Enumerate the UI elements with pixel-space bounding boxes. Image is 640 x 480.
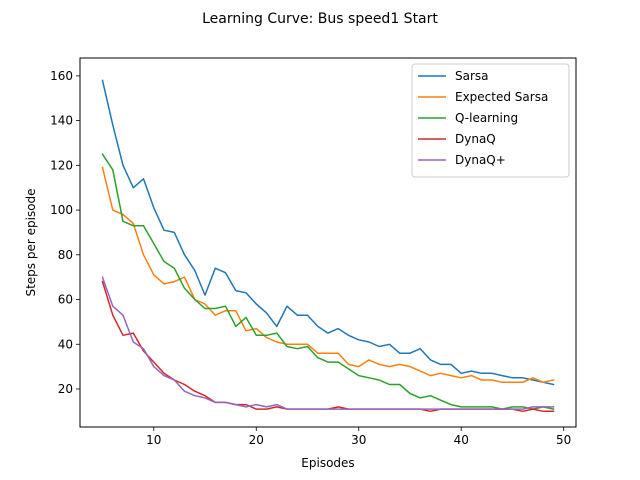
x-tick-label: 10 bbox=[146, 433, 161, 447]
y-tick-label: 80 bbox=[58, 248, 73, 262]
legend-label: DynaQ bbox=[455, 132, 496, 146]
y-tick-label: 160 bbox=[50, 69, 73, 83]
plot-frame bbox=[79, 57, 577, 428]
series-line-3 bbox=[101, 153, 555, 410]
x-tick-label: 40 bbox=[454, 433, 469, 447]
y-tick-label: 140 bbox=[50, 114, 73, 128]
y-tick-label: 60 bbox=[58, 293, 73, 307]
series-line-4 bbox=[101, 280, 555, 413]
x-axis-label: Episodes bbox=[301, 456, 354, 470]
y-tick-label: 20 bbox=[58, 382, 73, 396]
x-axis: 10 20 30 40 50 bbox=[146, 427, 571, 447]
x-tick-label: 30 bbox=[351, 433, 366, 447]
chart-title: Learning Curve: Bus speed1 Start bbox=[202, 11, 438, 27]
series-line-1 bbox=[101, 79, 555, 386]
x-tick-label: 50 bbox=[556, 433, 571, 447]
legend-label: Sarsa bbox=[455, 69, 489, 83]
y-tick-label: 100 bbox=[50, 203, 73, 217]
y-tick-label: 40 bbox=[58, 337, 73, 351]
legend-label: Q-learning bbox=[455, 111, 518, 125]
series-line-5 bbox=[101, 276, 555, 410]
x-tick-label: 20 bbox=[249, 433, 264, 447]
y-axis-label: Steps per episode bbox=[24, 188, 38, 296]
legend-label: Expected Sarsa bbox=[455, 90, 548, 104]
y-tick-label: 120 bbox=[50, 158, 73, 172]
legend-box bbox=[411, 63, 570, 178]
legend-label: DynaQ+ bbox=[455, 153, 506, 167]
plot-area bbox=[101, 79, 555, 413]
series-line-2 bbox=[101, 166, 555, 384]
y-axis: 20 40 60 80 100 120 140 160 bbox=[50, 69, 80, 396]
legend: Sarsa Expected Sarsa Q-learning DynaQ DynaQ+ bbox=[411, 63, 570, 178]
